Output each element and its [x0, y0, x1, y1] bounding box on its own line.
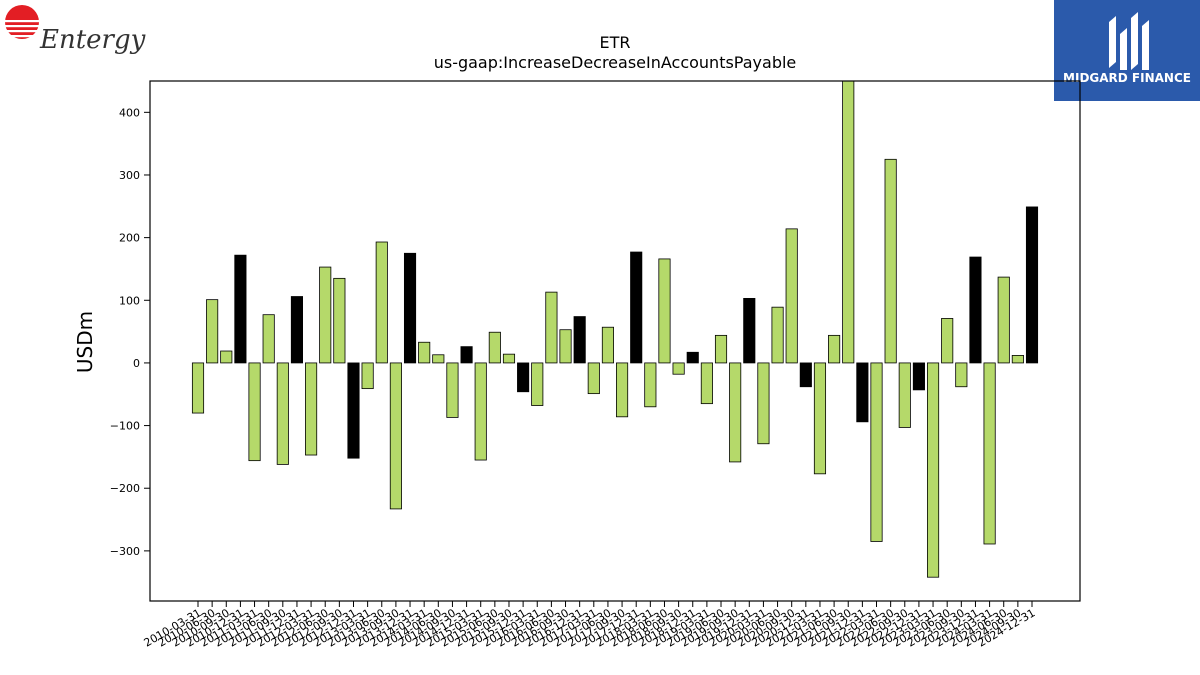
entergy-sun-icon	[4, 5, 40, 39]
bar-2015-03-31	[474, 362, 487, 461]
bar-2011-06-30	[262, 314, 275, 364]
y-tick-label: 100	[119, 294, 140, 307]
bar-2024-06-30	[997, 276, 1010, 364]
bar-2021-06-30	[828, 334, 841, 364]
bar-2021-03-31	[813, 362, 827, 475]
bar-2019-09-30	[729, 362, 742, 463]
bar-2015-09-30	[502, 353, 516, 364]
bar-2014-03-31	[418, 341, 431, 364]
bar-2017-12-31	[630, 251, 643, 364]
bar-2024-09-30	[1011, 355, 1024, 364]
bar-2023-12-31	[969, 256, 982, 364]
bar-2015-12-31	[517, 362, 530, 393]
y-tick-label: −100	[110, 420, 140, 433]
bar-2012-06-30	[319, 266, 332, 364]
bar-2015-06-30	[488, 331, 501, 364]
y-tick-label: −200	[110, 482, 140, 495]
bar-2013-06-30	[375, 241, 388, 364]
bar-2019-03-31	[700, 362, 713, 405]
bar-2024-12-31	[1025, 206, 1039, 364]
bar-2016-03-31	[531, 362, 544, 406]
entergy-logo: Entergy	[4, 5, 146, 55]
bar-2011-03-31	[248, 362, 261, 462]
plot-frame	[149, 80, 1081, 602]
bar-2017-06-30	[601, 326, 614, 364]
bar-2020-12-31	[799, 362, 812, 388]
midgard-finance-logo: MIDGARD FINANCE	[1054, 0, 1200, 101]
midgard-icon: MIDGARD FINANCE	[1063, 12, 1191, 85]
bar-2016-09-30	[559, 329, 572, 364]
bar-2022-09-30	[898, 362, 911, 428]
bar-2013-12-31	[403, 252, 417, 364]
bar-2018-03-31	[644, 362, 657, 408]
bar-2020-03-31	[757, 362, 770, 445]
bar-2023-03-31	[927, 362, 940, 578]
bar-2019-12-31	[743, 297, 756, 364]
bar-2020-09-30	[785, 228, 798, 364]
bar-2013-09-30	[389, 362, 402, 510]
bar-2022-12-31	[912, 362, 925, 391]
bar-2024-03-31	[983, 362, 996, 545]
bar-2019-06-30	[714, 334, 728, 364]
chart-subtitle: us-gaap:IncreaseDecreaseInAccountsPayabl…	[434, 53, 797, 72]
bar-2011-12-31	[290, 296, 304, 364]
bar-2011-09-30	[276, 362, 289, 465]
x-axis: 2010-03-312010-06-302010-09-302010-12-31…	[142, 601, 1038, 650]
y-tick-label: 0	[133, 357, 140, 370]
bar-2012-12-31	[347, 362, 360, 459]
bar-2023-06-30	[941, 318, 954, 364]
bar-2021-12-31	[856, 362, 869, 423]
bar-2010-06-30	[206, 299, 219, 364]
bar-2014-09-30	[446, 362, 459, 418]
bar-2022-03-31	[870, 362, 883, 542]
bar-2016-06-30	[545, 291, 558, 364]
y-tick-label: 400	[119, 106, 140, 119]
bar-2016-12-31	[573, 316, 586, 364]
y-tick-label: 300	[119, 169, 140, 182]
bar-2021-09-30	[842, 80, 855, 364]
bar-2018-09-30	[672, 362, 685, 375]
bar-2017-09-30	[616, 362, 629, 418]
bar-2018-06-30	[658, 258, 671, 364]
bar-2020-06-30	[771, 306, 784, 364]
bar-2014-06-30	[432, 354, 445, 364]
y-tick-label: −300	[110, 545, 140, 558]
bar-2017-03-31	[587, 362, 600, 395]
bar-2014-12-31	[460, 346, 473, 364]
bar-2010-09-30	[220, 350, 233, 364]
bar-2012-03-31	[305, 362, 318, 456]
chart-title: ETR	[600, 33, 631, 52]
entergy-wordmark: Entergy	[39, 25, 146, 55]
y-axis: −300 −200 −100 0 100 200 300 400	[110, 106, 150, 558]
bar-2018-12-31	[686, 351, 699, 364]
bar-2010-12-31	[234, 254, 247, 364]
y-tick-label: 200	[119, 232, 140, 245]
y-axis-label: USDm	[73, 311, 97, 373]
bar-2010-03-31	[191, 362, 205, 414]
bar-2023-09-30	[955, 362, 968, 388]
midgard-wordmark: MIDGARD FINANCE	[1063, 71, 1191, 85]
bar-2013-03-31	[361, 362, 374, 390]
bars-group	[191, 80, 1039, 578]
bar-2022-06-30	[884, 158, 897, 364]
bar-2012-09-30	[333, 277, 346, 364]
